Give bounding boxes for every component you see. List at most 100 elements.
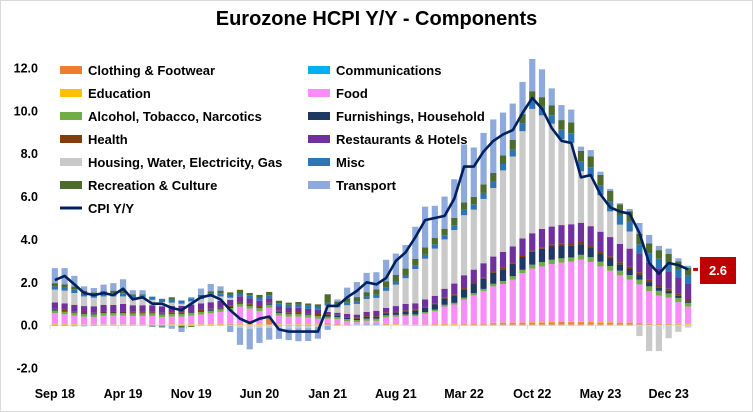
bar-segment [480, 288, 487, 292]
bar-segment [529, 250, 536, 252]
legend-swatch [60, 89, 82, 97]
bar-segment [431, 244, 438, 249]
bar-segment [607, 266, 614, 271]
bar-segment [636, 323, 643, 324]
bar-segment [685, 302, 692, 307]
bar-segment [158, 317, 166, 325]
bar-segment [421, 306, 429, 308]
bar-segment [480, 277, 487, 279]
bar-segment [100, 311, 107, 313]
bar-segment [509, 140, 516, 150]
bar-segment [373, 272, 380, 290]
bar-segment [421, 247, 429, 255]
bar-segment [295, 312, 302, 314]
bar-segment [665, 290, 672, 294]
bar-segment [626, 248, 633, 267]
bar-segment [665, 323, 672, 326]
bar-segment [246, 303, 253, 305]
bar-segment [256, 308, 263, 311]
bar-segment [275, 324, 283, 325]
bar-segment [548, 259, 555, 265]
bar-segment [519, 81, 526, 115]
bar-segment [558, 262, 565, 322]
legend-swatch [60, 181, 82, 189]
bar-segment [490, 322, 497, 324]
bar-segment [295, 324, 302, 325]
bar-segment [168, 312, 175, 314]
bar-segment [616, 322, 624, 324]
bar-segment [470, 323, 477, 326]
bar-segment [344, 325, 351, 326]
bar-segment [90, 306, 97, 313]
bar-segment [207, 302, 214, 309]
bar-segment [519, 273, 526, 323]
bar-segment [139, 313, 146, 316]
bar-segment [529, 91, 536, 101]
bar-segment [100, 284, 107, 292]
bar-segment [490, 286, 497, 323]
bar-segment [383, 281, 390, 288]
bar-segment [685, 323, 692, 325]
bar-segment [207, 310, 214, 314]
bar-segment [636, 244, 643, 254]
bar-segment [119, 303, 127, 312]
bar-segment [685, 306, 692, 324]
bar-segment [246, 304, 253, 306]
bar-segment [431, 325, 438, 326]
bar-segment [538, 115, 546, 229]
bar-segment [470, 283, 477, 294]
bar-segment [646, 286, 653, 292]
bar-segment [51, 323, 58, 325]
bar-segment [217, 323, 224, 325]
bar-segment [392, 306, 399, 312]
bar-segment [509, 246, 516, 263]
bar-segment [685, 301, 692, 303]
bar-segment [353, 301, 360, 304]
bar-segment [626, 323, 633, 326]
x-tick-label: Oct 22 [513, 387, 551, 401]
bar-segment [577, 161, 585, 172]
bar-segment [587, 322, 594, 326]
bar-segment [314, 309, 322, 314]
bar-segment [597, 195, 604, 232]
bar-segment [451, 324, 458, 326]
bar-segment [568, 321, 575, 323]
bar-segment [392, 312, 399, 315]
bar-segment [529, 59, 536, 92]
bar-segment [421, 254, 429, 259]
bar-segment [421, 312, 429, 314]
bar-segment [480, 192, 487, 199]
bar-segment [626, 275, 633, 280]
y-tick-label: 12.0 [14, 62, 38, 76]
bar-segment [197, 314, 205, 325]
bar-segment [577, 321, 585, 323]
bar-segment [392, 311, 399, 313]
bar-segment [529, 108, 536, 234]
bar-segment [646, 291, 653, 324]
bar-segment [334, 299, 341, 302]
bar-segment [305, 308, 312, 314]
bar-segment [441, 304, 448, 307]
bar-segment [295, 325, 302, 327]
bar-segment [519, 257, 526, 270]
bar-segment [373, 320, 380, 325]
bar-segment [80, 296, 88, 307]
bar-segment [80, 313, 88, 315]
bar-segment [431, 304, 438, 310]
bar-segment [548, 321, 555, 323]
bar-segment [90, 314, 97, 317]
bar-segment [509, 322, 516, 324]
bar-segment [61, 287, 68, 291]
bar-segment [51, 268, 58, 284]
bar-segment [451, 230, 458, 284]
bar-segment [236, 302, 244, 304]
bar-segment [587, 257, 594, 262]
bar-segment [334, 315, 341, 317]
bar-segment [616, 264, 624, 271]
bar-segment [490, 323, 497, 326]
bar-segment [334, 307, 341, 313]
bar-segment [587, 261, 594, 322]
bar-segment [480, 132, 487, 185]
bar-segment [100, 315, 107, 325]
bar-segment [275, 303, 283, 307]
